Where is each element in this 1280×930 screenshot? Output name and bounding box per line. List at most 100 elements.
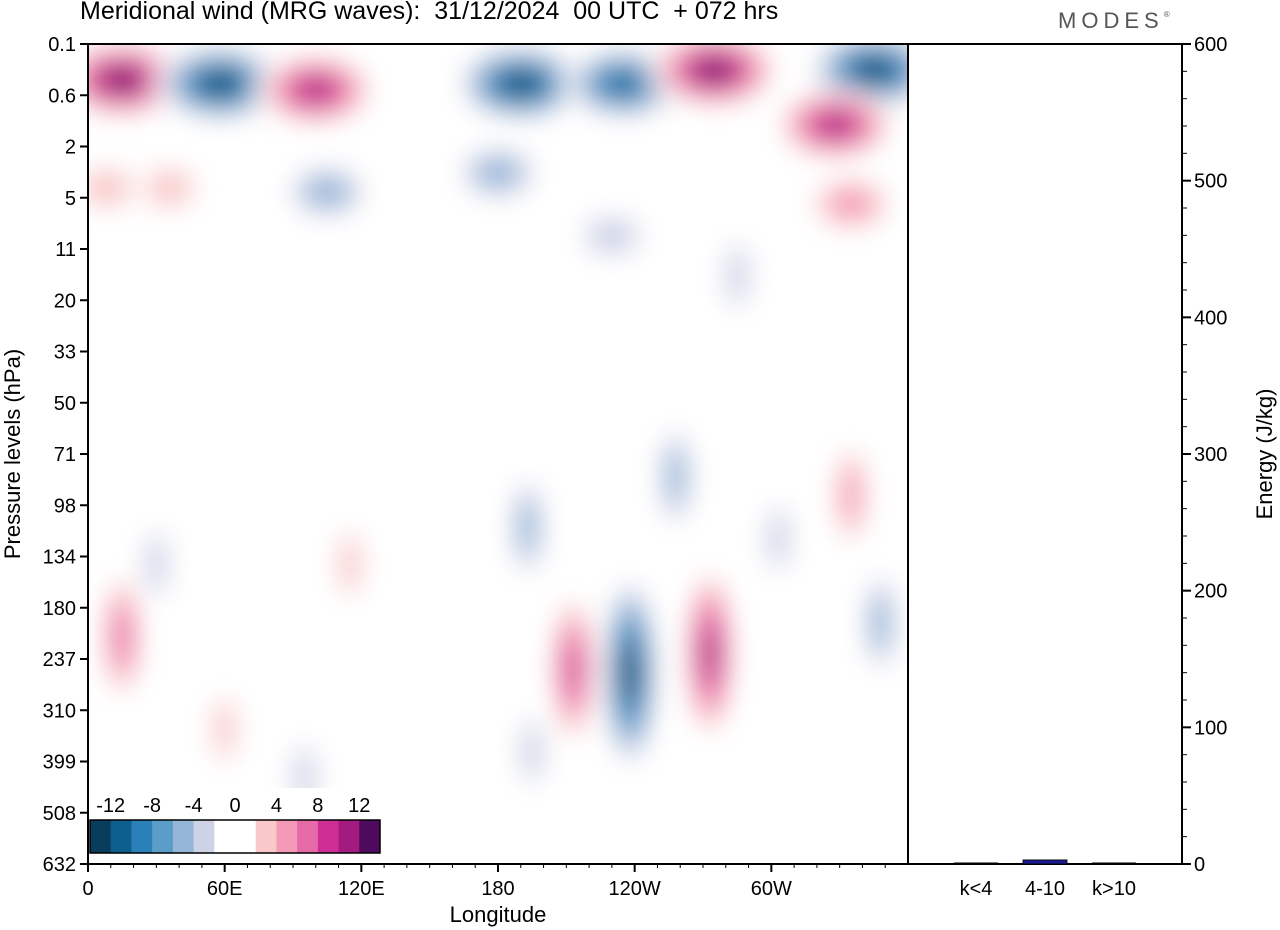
y-tick-label: 134 [43,547,76,569]
x-axis-title: Longitude [450,902,547,927]
field-feature-30 [390,716,423,797]
pressure-axis: 0.1 0.6 2 5 11 20 33 50 71 98 134 180 237 310 399 508 63… [43,34,88,876]
y-tick-label: 50 [54,393,76,415]
field-feature-14 [242,229,275,310]
field-feature-27 [831,435,872,556]
colorbar: -12 -8 -4 0 4 8 12 [89,788,384,854]
colorbar-label: -12 [96,795,125,817]
field-feature-16 [379,341,412,422]
colorbar-swatch [193,820,215,853]
colorbar-swatch [90,820,112,853]
y-tick-label: 11 [55,239,76,261]
field-feature-21 [507,467,548,588]
brand-name: MODES [1058,8,1164,33]
field-feature-32 [254,567,287,648]
energy-axis-title: Energy (J/kg) [1252,389,1277,520]
colorbar-swatch [338,820,360,853]
colorbar-label: -8 [143,795,161,817]
field-feature-5 [649,44,780,109]
field-feature-11 [88,158,150,218]
field-feature-25 [860,562,901,683]
field-feature-12 [803,172,899,236]
field-feature-9 [450,141,546,205]
energy-category-label: k>10 [1092,878,1136,900]
energy-axis: 0 100 200 300 400 500 600 [1182,34,1227,876]
y-tick-label: 180 [43,598,76,620]
field-feature-24 [138,514,175,615]
x-tick-label: 180 [481,878,514,900]
field-feature-3 [455,45,586,123]
energy-tick-label: 0 [1194,854,1205,876]
x-tick-label: 120E [338,878,385,900]
colorbar-swatch [214,820,236,853]
field-feature-15 [719,225,756,326]
energy-tick-label: 100 [1194,717,1227,739]
field-feature-23 [331,514,368,615]
longitude-axis: 0 60E 120E 180 120W 60W [82,864,886,900]
field-feature-33 [655,416,696,537]
energy-tick-label: 600 [1194,34,1227,56]
y-tick-label: 33 [54,342,76,364]
energy-panel: 0 100 200 300 400 500 600 k<4 4-10 k>10 Energy (… [907,34,1277,900]
colorbar-swatch [297,820,319,853]
field-feature-18 [602,572,659,773]
colorbar-swatch [255,820,277,853]
heatmap-panel: 0 60E 120E 180 120W 60W 0.1 0.6 2 5 11 20 33 50 71 98 1… [0,34,909,927]
colorbar-swatch [131,820,153,853]
brand-logo: MODES® [1058,8,1170,34]
energy-tick-label: 400 [1194,307,1227,329]
y-tick-label: 0.6 [48,85,76,107]
y-tick-label: 20 [54,290,76,312]
field-feature-22 [100,566,145,707]
energy-tick-label: 200 [1194,581,1227,603]
colorbar-swatch [172,820,194,853]
colorbar-swatch [110,820,132,853]
x-tick-label: 60E [207,878,243,900]
y-tick-label: 0.1 [48,34,76,56]
page-title: Meridional wind (MRG waves): 31/12/2024 … [80,0,779,25]
field-feature-10 [124,158,211,218]
colorbar-label: -4 [185,795,203,817]
energy-bar [1022,859,1068,865]
colorbar-label: 8 [312,795,323,817]
field-feature-1 [155,45,285,123]
energy-category-label: k<4 [960,878,993,900]
heatmap-field [88,44,908,828]
colorbar-swatch [152,820,174,853]
field-feature-28 [206,679,243,780]
colorbar-label-backdrop [90,788,384,818]
y-tick-label: 2 [65,137,76,159]
energy-tick-label: 300 [1194,444,1227,466]
field-feature-8 [279,160,375,224]
colorbar-label: 12 [348,795,370,817]
field-feature-7 [774,87,896,162]
y-tick-label: 310 [43,700,76,722]
x-tick-label: 0 [82,878,93,900]
y-tick-label: 508 [43,803,76,825]
colorbar-swatch [317,820,339,853]
y-tick-label: 71 [54,444,76,466]
field-feature-31 [514,701,551,802]
y-tick-label: 237 [43,649,76,671]
x-tick-label: 60W [751,878,792,900]
colorbar-swatch [276,820,298,853]
field-feature-17 [823,335,856,416]
energy-bars: k<4 4-10 k>10 [954,859,1136,900]
colorbar-label: 4 [271,795,282,817]
brand-registered-mark: ® [1163,10,1170,19]
field-feature-2 [255,53,377,127]
y-tick-label: 5 [65,188,76,210]
field-feature-20 [549,589,598,750]
y-tick-label: 98 [54,495,76,517]
y-tick-label: 632 [43,854,76,876]
field-feature-26 [760,488,797,589]
colorbar-swatch [235,820,257,853]
energy-tick-label: 500 [1194,171,1227,193]
colorbar-frame [89,819,381,854]
y-axis-title: Pressure levels (hPa) [0,349,25,559]
field-feature-19 [683,563,736,744]
x-tick-label: 120W [609,878,661,900]
colorbar-label: 0 [229,795,240,817]
field-feature-13 [569,206,655,266]
